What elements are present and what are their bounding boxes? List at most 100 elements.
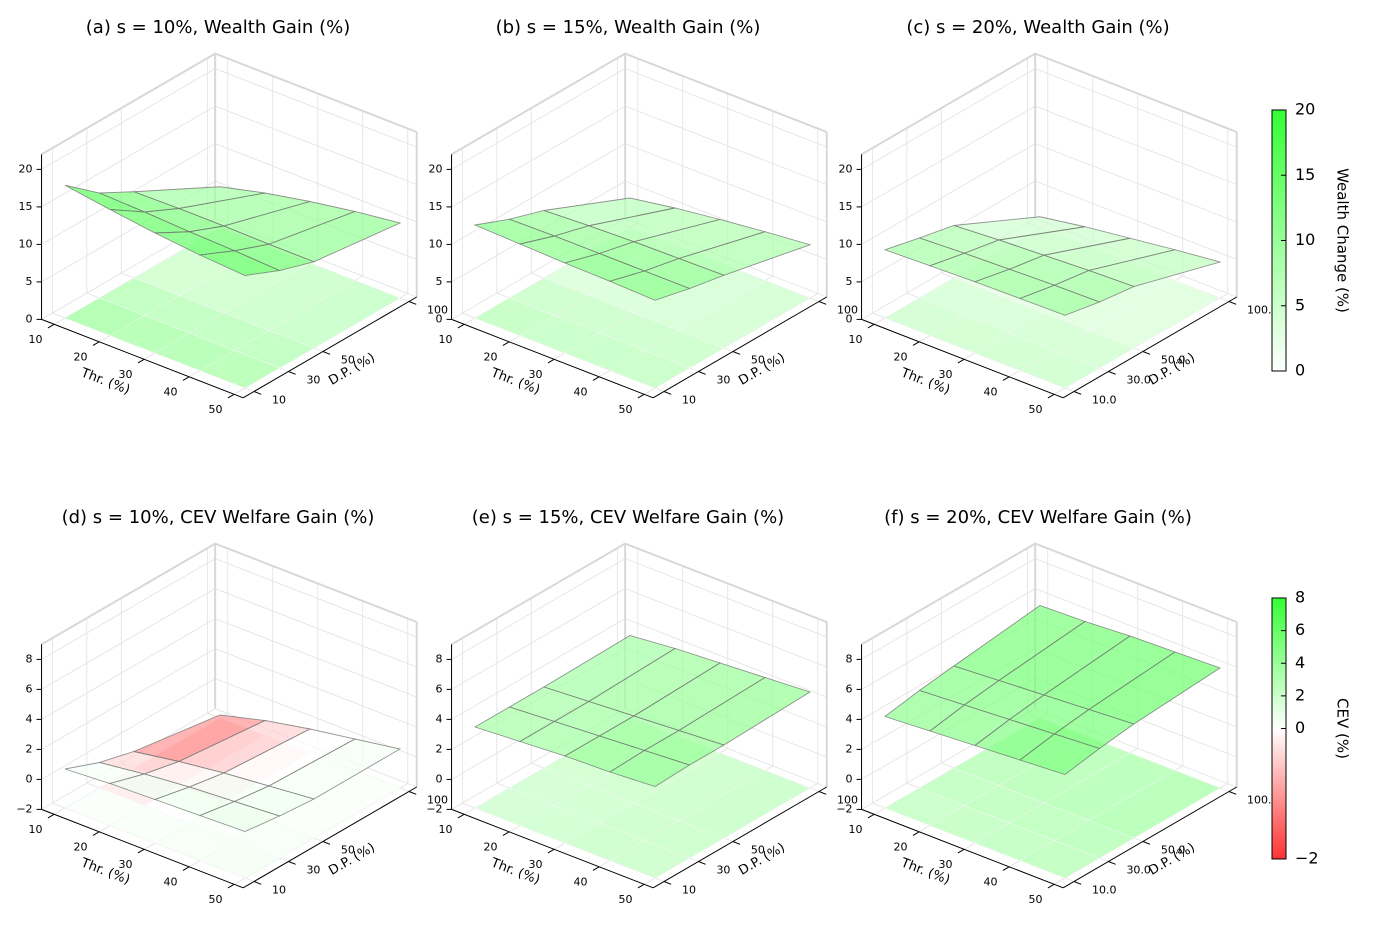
tick-mark — [957, 848, 965, 854]
y-tick-label: 50 — [751, 844, 765, 857]
subplot-title: (b) s = 15%, Wealth Gain (%) — [496, 17, 761, 38]
tick-mark — [698, 861, 706, 865]
x-tick-label: 10 — [439, 823, 453, 836]
x-tick-label: 30 — [939, 858, 953, 871]
tick-mark — [457, 813, 465, 819]
tick-mark — [637, 393, 645, 399]
y-axis — [242, 296, 418, 399]
tick-mark — [637, 883, 645, 889]
z-tick-label: 15 — [429, 200, 443, 213]
x-tick-label: 10 — [849, 823, 863, 836]
z-tick-label: 8 — [846, 652, 853, 665]
z-tick-label: 5 — [26, 275, 33, 288]
surface-cell — [608, 270, 691, 301]
x-tick-label: 50 — [1029, 403, 1043, 416]
y-tick-label: 100.0 — [1247, 304, 1279, 317]
x-tick-label: 40 — [574, 386, 588, 399]
tick-mark — [502, 341, 510, 346]
x-tick-label: 40 — [574, 876, 588, 889]
surface-cell — [1018, 284, 1101, 316]
z-tick-label: 4 — [846, 712, 853, 725]
tick-mark — [663, 881, 672, 885]
y-tick-label: 10 — [682, 394, 696, 407]
y-tick-label: 30 — [716, 374, 730, 387]
z-tick-label: 2 — [436, 742, 443, 755]
x-tick-label: 40 — [984, 876, 998, 889]
tick-mark — [1228, 301, 1237, 305]
tick-mark — [818, 301, 827, 305]
x-tick-label: 30 — [529, 858, 543, 871]
floor-projection — [609, 350, 691, 389]
x-tick-label: 40 — [164, 386, 178, 399]
tick-mark — [502, 831, 510, 836]
z-tick-label: 6 — [846, 682, 853, 695]
pane — [41, 53, 216, 320]
z-tick-label: 5 — [846, 275, 853, 288]
z-tick-label: 5 — [436, 275, 443, 288]
x-axis — [451, 318, 654, 399]
colorbar-tick-label: 20 — [1295, 100, 1315, 119]
tick-mark — [227, 393, 235, 399]
tick-mark — [1108, 371, 1116, 375]
tick-mark — [47, 813, 55, 819]
x-tick-label: 10 — [439, 333, 453, 346]
tick-mark — [408, 791, 417, 795]
subplot-title: (f) s = 20%, CEV Welfare Gain (%) — [884, 507, 1192, 528]
colorbar-tick-label: 0 — [1295, 361, 1305, 380]
y-tick-label: 30 — [306, 374, 320, 387]
y-tick-label: 50.0 — [1161, 844, 1186, 857]
x-tick-label: 30 — [119, 858, 133, 871]
x-tick-label: 40 — [984, 386, 998, 399]
z-tick-label: 10 — [429, 237, 443, 250]
colorbar-tick-label: −2 — [1295, 849, 1319, 868]
tick-mark — [818, 791, 827, 795]
colorbar-tick-label: 2 — [1295, 685, 1305, 704]
z-tick-label: 4 — [26, 712, 33, 725]
colorbar-tick-label: 15 — [1295, 165, 1315, 184]
tick-mark — [322, 351, 331, 355]
x-tick-label: 20 — [74, 351, 88, 364]
colorbar-tick-label: 5 — [1295, 295, 1305, 314]
z-tick-label: 10 — [19, 237, 33, 250]
pane-edge — [451, 542, 828, 646]
subplot-title: (d) s = 10%, CEV Welfare Gain (%) — [62, 507, 375, 528]
y-axis — [1062, 786, 1238, 889]
x-axis — [41, 808, 244, 889]
tick-mark — [288, 371, 296, 375]
x-tick-label: 20 — [894, 351, 908, 364]
x-tick-label: 10 — [849, 333, 863, 346]
y-tick-label: 50 — [341, 844, 355, 857]
x-tick-label: 30 — [529, 368, 543, 381]
y-tick-label: 10 — [682, 884, 696, 897]
subplot: (b) s = 15%, Wealth Gain (%) 0 5 10 15 20 10 20… — [429, 17, 858, 416]
tick-mark — [698, 371, 706, 375]
tick-mark — [457, 323, 465, 329]
tick-mark — [137, 358, 145, 364]
tick-mark — [288, 861, 296, 865]
z-tick-label: 0 — [846, 312, 853, 325]
pane — [41, 543, 216, 810]
x-tick-label: 30 — [119, 368, 133, 381]
x-tick-label: 50 — [209, 403, 223, 416]
z-tick-label: 0 — [846, 772, 853, 785]
pane-edge — [861, 542, 1238, 646]
x-tick-label: 50 — [209, 893, 223, 906]
surface-cell — [608, 750, 691, 787]
z-tick-label: −2 — [16, 802, 32, 815]
tick-mark — [1073, 391, 1082, 395]
floor-projection — [199, 350, 281, 389]
y-tick-label: 50 — [751, 354, 765, 367]
z-tick-label: 10 — [839, 237, 853, 250]
y-tick-label: 30.0 — [1126, 864, 1151, 877]
floor-projection — [199, 840, 281, 879]
x-tick-label: 50 — [1029, 893, 1043, 906]
y-tick-label: 10.0 — [1092, 884, 1117, 897]
tick-mark — [253, 881, 262, 885]
y-tick-label: 100.0 — [1247, 794, 1279, 807]
surface-cell — [198, 250, 282, 276]
z-tick-label: 0 — [436, 772, 443, 785]
y-tick-label: 100 — [427, 304, 448, 317]
floor-projection — [1019, 840, 1101, 879]
z-tick-label: 4 — [436, 712, 443, 725]
